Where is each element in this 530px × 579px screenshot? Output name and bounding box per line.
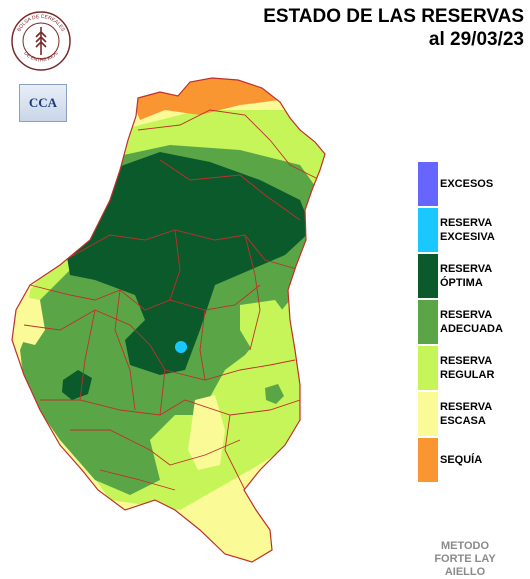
legend-label: RESERVA ADECUADA <box>440 309 503 335</box>
legend-label: EXCESOS <box>440 178 494 190</box>
legend-item-reserva-escasa: RESERVA ESCASA <box>418 392 528 436</box>
adecuada-patch-east <box>265 384 284 404</box>
legend-label: RESERVA ESCASA <box>440 401 493 427</box>
method-note: METODO FORTE LAY AIELLO <box>434 540 496 578</box>
legend-swatch <box>418 162 438 206</box>
legend-swatch <box>418 254 438 298</box>
legend-swatch <box>418 300 438 344</box>
legend-swatch <box>418 438 438 482</box>
legend-label: SEQUÍA <box>440 454 483 466</box>
escasa-patch-center <box>188 395 225 470</box>
legend-item-reserva-regular: RESERVA REGULAR <box>418 346 528 390</box>
excesiva-zone <box>175 341 187 353</box>
legend-label: RESERVA EXCESIVA <box>440 217 495 243</box>
department-boundaries <box>23 109 321 491</box>
legend-item-reserva-adecuada: RESERVA ADECUADA <box>418 300 528 344</box>
legend-swatch <box>418 392 438 436</box>
optima-zone-small <box>62 370 92 400</box>
legend-item-reserva-excesiva: RESERVA EXCESIVA <box>418 208 528 252</box>
legend-swatch <box>418 208 438 252</box>
entre-rios-reserves-map <box>11 77 326 563</box>
province-outline <box>11 77 326 563</box>
cca-logo-text: CCA <box>28 95 58 110</box>
legend-item-sequia: SEQUÍA <box>418 438 528 482</box>
legend-label: RESERVA ÓPTIMA <box>440 263 493 289</box>
legend-item-excesos: EXCESOS <box>418 162 528 206</box>
optima-zone <box>65 152 312 375</box>
map-title: ESTADO DE LAS RESERVAS <box>263 6 524 27</box>
map-date: al 29/03/23 <box>428 29 524 50</box>
map-legend: EXCESOS RESERVA EXCESIVA RESERVA ÓPTIMA … <box>418 162 528 484</box>
legend-item-reserva-optima: RESERVA ÓPTIMA <box>418 254 528 298</box>
escasa-patch-west <box>15 295 45 345</box>
cca-logo: CCA <box>19 84 67 122</box>
bolsa-cereales-seal-logo: BOLSA DE CEREALES DE ENTRE RIOS <box>11 11 71 71</box>
legend-swatch <box>418 346 438 390</box>
legend-label: RESERVA REGULAR <box>440 355 495 381</box>
